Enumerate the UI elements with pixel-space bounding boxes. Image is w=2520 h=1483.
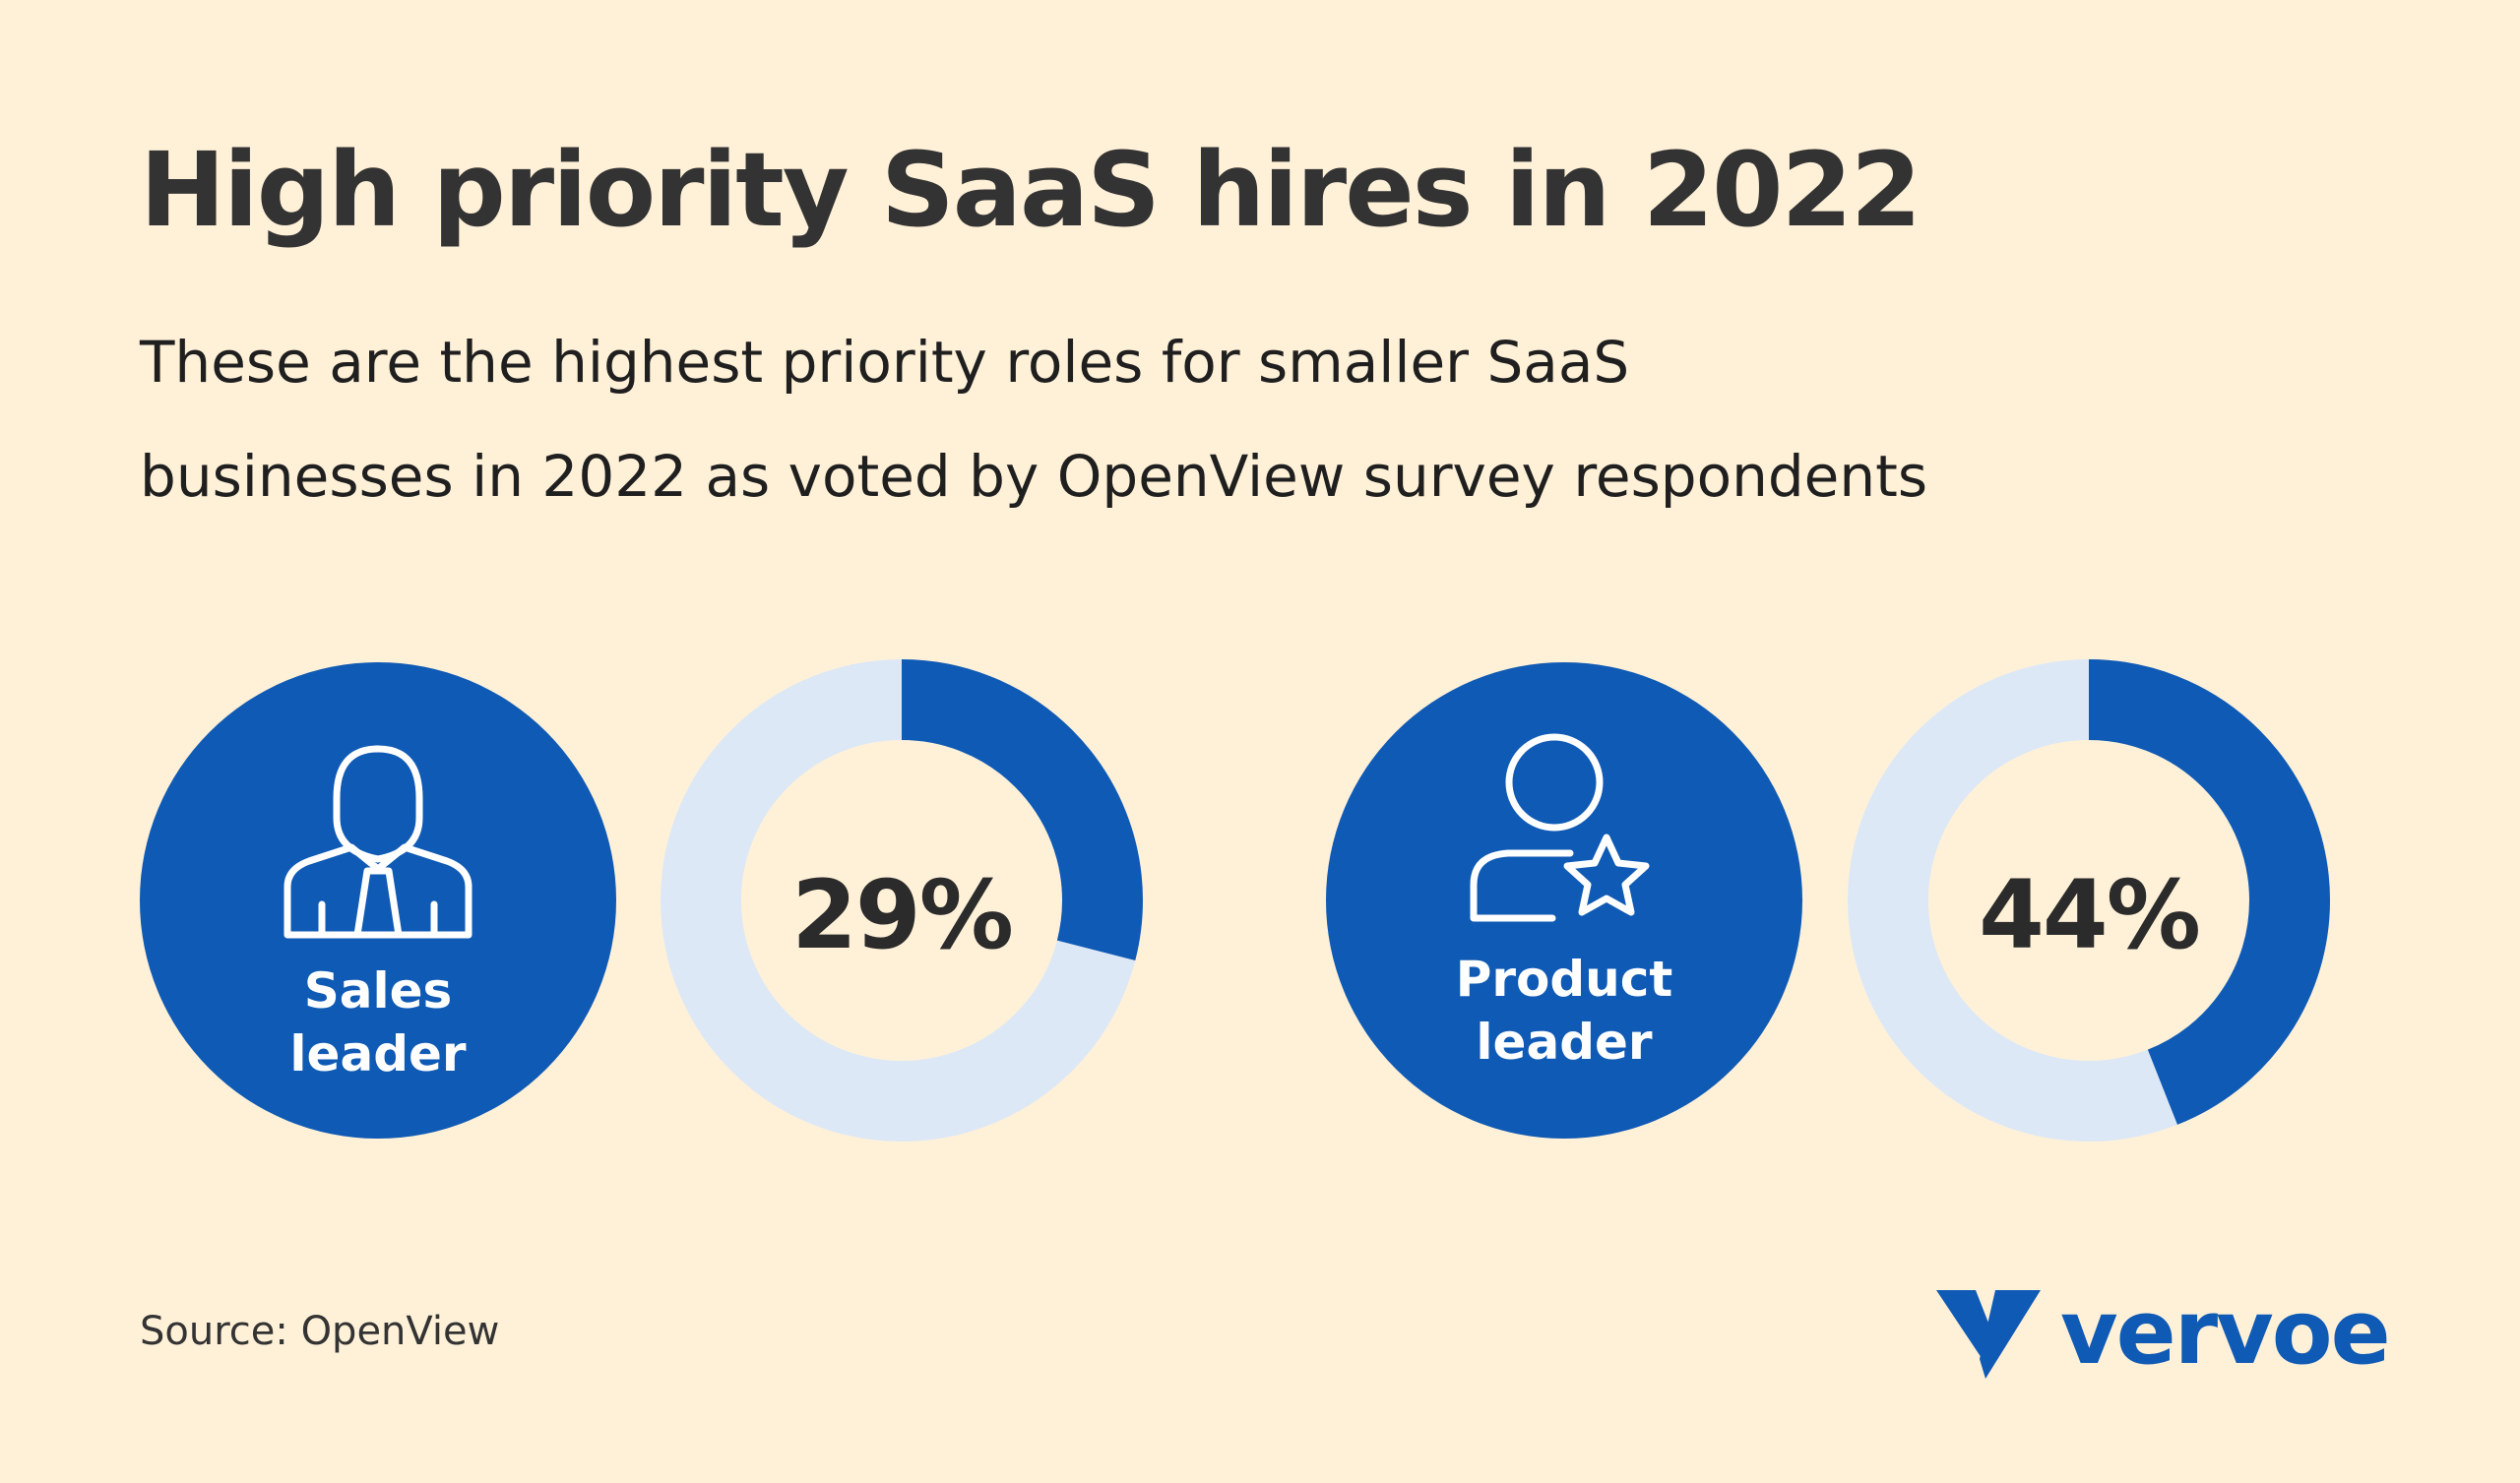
subtitle: These are the highest priority roles for… — [140, 305, 2207, 533]
source-note: Source: OpenView — [140, 1309, 500, 1354]
donut-product: 44% — [1848, 659, 2330, 1142]
role-circle-product: Product leader — [1326, 662, 1802, 1139]
person-star-icon — [1470, 733, 1650, 922]
donut-sales-svg — [661, 659, 1143, 1142]
role-label-product: Product leader — [1455, 951, 1673, 1071]
value-label-sales: 29% — [791, 860, 1014, 970]
donut-sales: 29% — [661, 659, 1143, 1142]
vervoe-logo-text: vervoe — [2060, 1281, 2391, 1385]
subtitle-line-2: businesses in 2022 as voted by OpenView … — [140, 443, 1928, 510]
donut-arc-sales — [661, 659, 1143, 1142]
subtitle-line-1: These are the highest priority roles for… — [140, 329, 1630, 396]
vervoe-logo: vervoe — [1934, 1284, 2391, 1383]
vervoe-logo-mark-icon — [1936, 1290, 2041, 1379]
role-label-sales: Sales leader — [289, 962, 467, 1082]
donut-arc-product — [1848, 659, 2330, 1142]
person-tie-icon — [284, 745, 472, 939]
page-title: High priority SaaS hires in 2022 — [140, 130, 1922, 250]
role-circle-sales: Sales leader — [140, 662, 616, 1139]
value-label-product: 44% — [1979, 860, 2201, 970]
donut-product-svg — [1848, 659, 2330, 1142]
